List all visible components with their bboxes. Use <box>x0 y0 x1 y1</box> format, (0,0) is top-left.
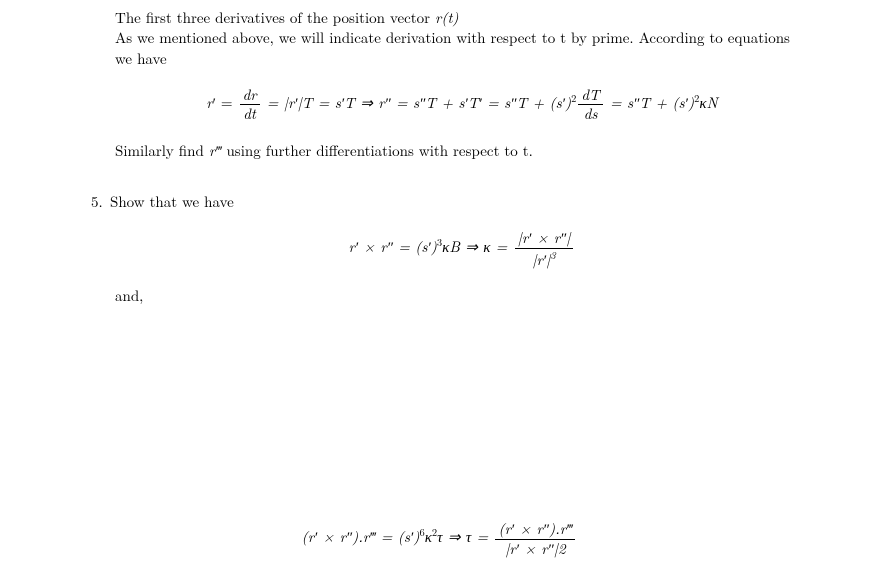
item-5-number: 5. <box>91 191 105 212</box>
m3-frac: (r′ × r″).r‴|r′ × r″|2 <box>495 521 575 557</box>
item-5: 5. Show that we have <box>91 191 809 212</box>
m2-mid: κB ⇒ κ = <box>442 236 513 257</box>
m1-frac2: dTds <box>578 87 602 123</box>
m2-frac: |r′ × r″||r′|3 <box>515 230 574 268</box>
m1-exp2: 2 <box>571 91 576 106</box>
intro-line1-math: r(t) <box>435 7 459 28</box>
math-display-1: r′ = drdt = |r′|T = s′T ⇒ r″ = s″T + s′T… <box>115 87 809 123</box>
m1-tail: = s″T + (s′) <box>605 92 694 113</box>
m2-frac-den: |r′|3 <box>515 249 574 269</box>
para2-text: Similarly find r‴ using further differen… <box>115 140 533 161</box>
m3-mid1: κ <box>425 526 432 547</box>
m3-frac-den: |r′ × r″|2 <box>495 540 575 558</box>
m1-eq2: = |r′|T = s′T ⇒ r″ = s″T + s′T′ = s″T + … <box>262 92 572 113</box>
math-display-2: r′ × r″ = (s′) 3 κB ⇒ κ = |r′ × r″||r′|3 <box>115 230 809 268</box>
m2-frac-den-base: |r′| <box>532 249 550 270</box>
m3-lhs: (r′ × r″).r‴ = (s′) <box>302 526 420 547</box>
intro-paragraph: The first three derivatives of the posit… <box>115 8 809 69</box>
m2-lhs: r′ × r″ = (s′) <box>349 236 437 257</box>
m1-tail2: κN <box>699 92 717 113</box>
intro-line2: As we mentioned above, we will indicate … <box>115 27 790 68</box>
intro-line1: The first three derivatives of the posit… <box>115 7 435 28</box>
m3-mid2: τ ⇒ τ = <box>437 526 493 547</box>
m3-frac-num: (r′ × r″).r‴ <box>495 521 575 540</box>
math-display-3: (r′ × r″).r‴ = (s′)6κ2τ ⇒ τ = (r′ × r″).… <box>0 521 879 557</box>
paragraph-3: and, <box>115 286 809 306</box>
m2-frac-num: |r′ × r″| <box>515 230 574 249</box>
m2-frac-den-exp: 3 <box>550 248 555 263</box>
paragraph-2: Similarly find r‴ using further differen… <box>115 141 809 161</box>
m1-frac2-den: ds <box>578 105 602 123</box>
m1-frac1-den: dt <box>240 105 260 123</box>
item-5-text: Show that we have <box>110 191 234 212</box>
m1-eq: = <box>216 92 238 113</box>
m1-frac1: drdt <box>240 87 260 123</box>
